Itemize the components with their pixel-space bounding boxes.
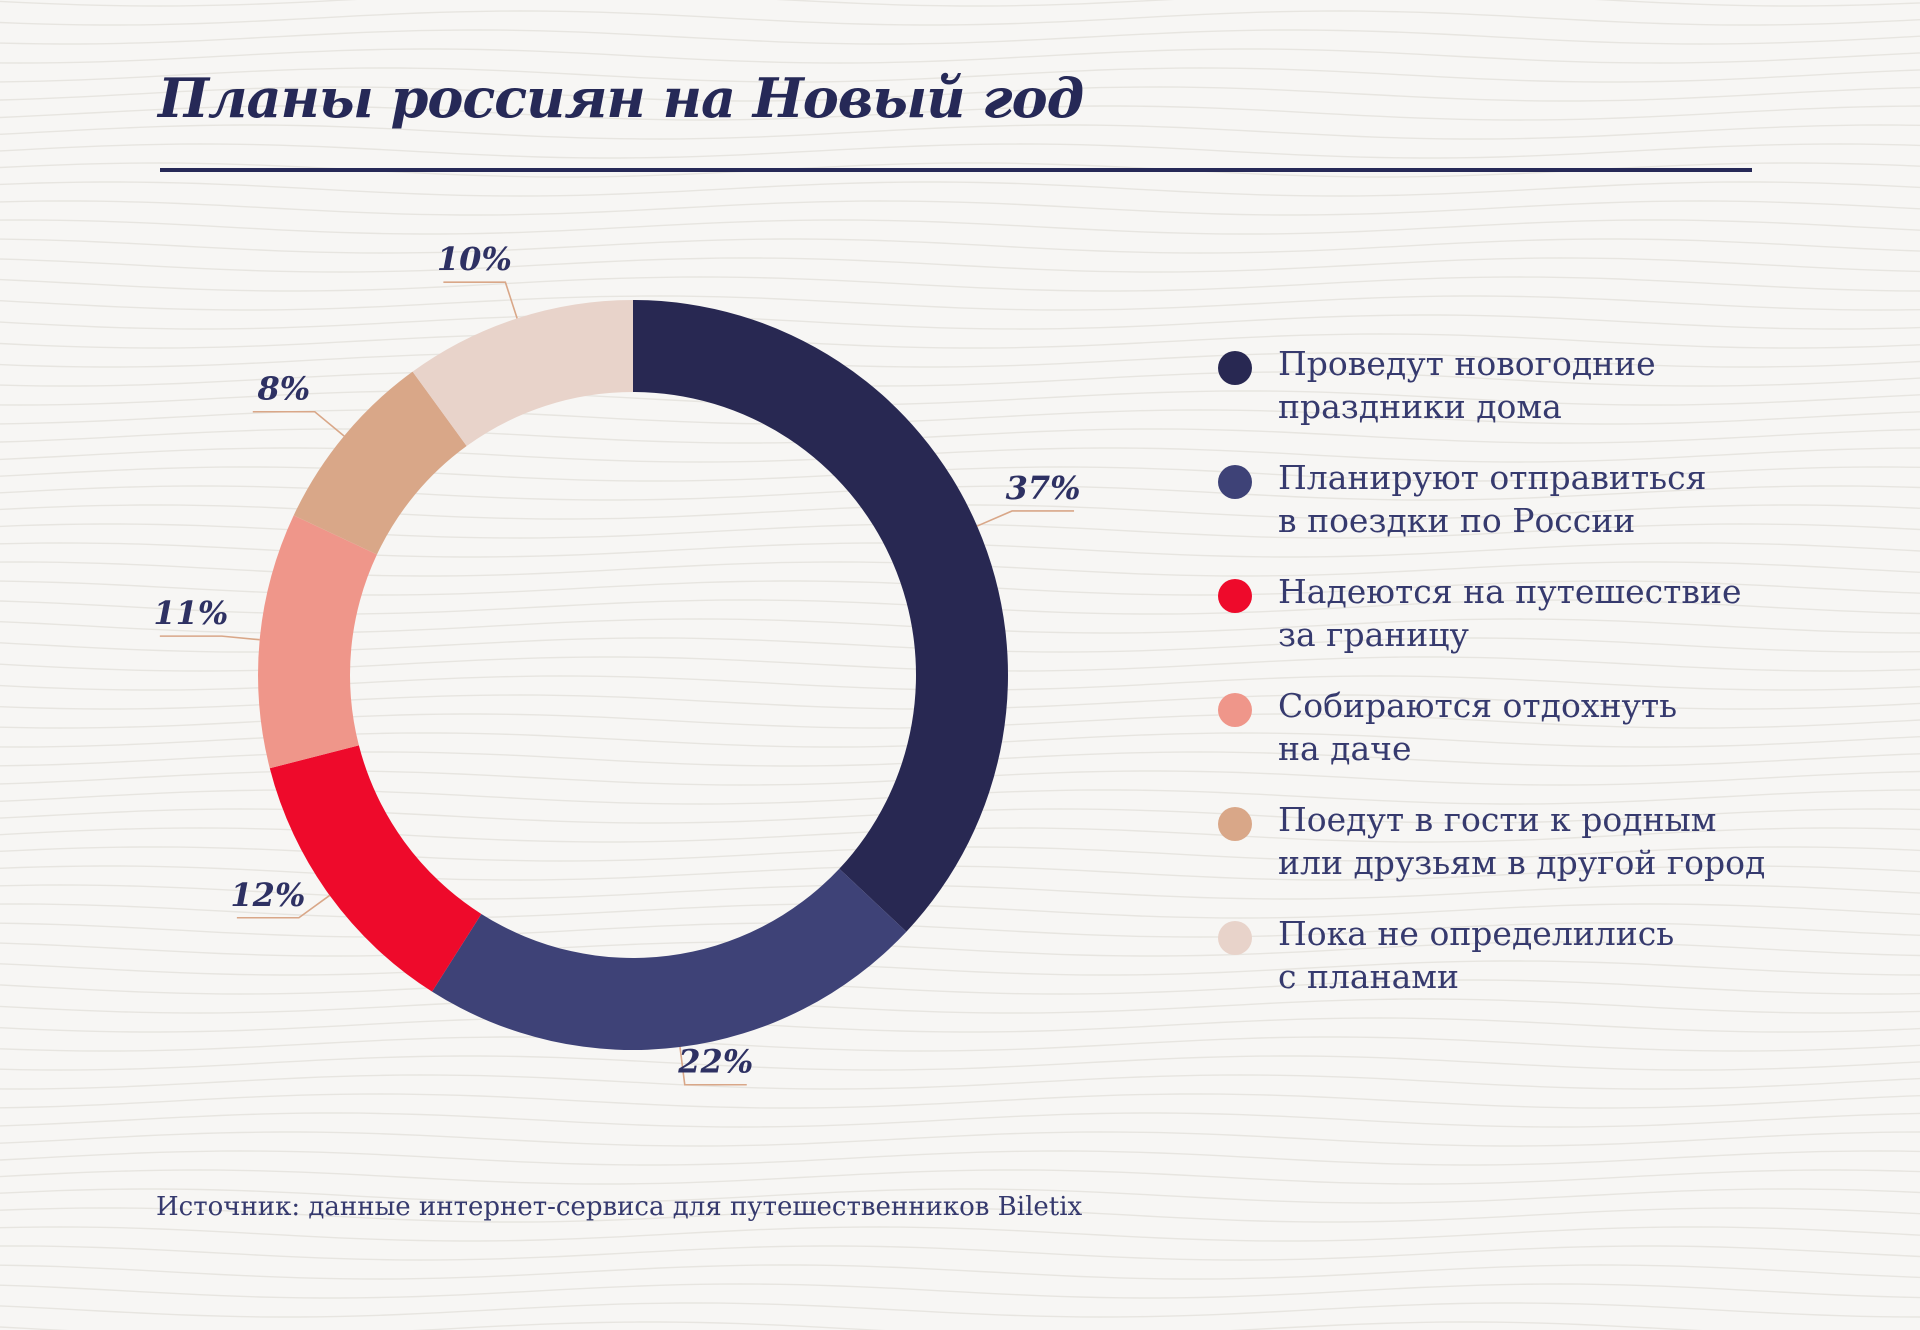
background-wave-line bbox=[0, 1283, 1920, 1299]
background-wave-line bbox=[0, 1093, 1920, 1109]
background-wave-line bbox=[0, 1321, 1703, 1330]
background-wave-line bbox=[0, 1245, 1920, 1261]
background-wave-line bbox=[0, 960, 1920, 976]
legend-swatch-icon bbox=[1218, 693, 1252, 727]
background-wave-line bbox=[0, 1188, 1920, 1204]
background-wave-line bbox=[0, 10, 1920, 26]
donut-slice bbox=[432, 868, 907, 1050]
background-wave-line bbox=[0, 466, 1920, 482]
background-wave-line bbox=[0, 0, 1920, 7]
background-wave-line bbox=[0, 333, 1920, 349]
background-wave-line bbox=[0, 105, 1920, 121]
slice-value-label: 11% bbox=[153, 594, 228, 632]
chart-legend: Проведут новогодние праздники дома Планиру… bbox=[1218, 342, 1778, 1026]
legend-item: Планируют отправиться в поездки по России bbox=[1218, 456, 1778, 570]
background-wave-line bbox=[0, 352, 1920, 368]
leader-line bbox=[443, 281, 518, 319]
background-wave-line bbox=[0, 1207, 1920, 1223]
background-wave-line bbox=[0, 200, 1920, 216]
background-wave-line bbox=[0, 1017, 1920, 1033]
background-wave-line bbox=[0, 238, 1920, 254]
legend-label: Надеются на путешествие bbox=[1278, 572, 1742, 611]
legend-label: Поедут в гости к родным bbox=[1278, 800, 1717, 839]
background-wave-line bbox=[0, 447, 1920, 463]
background-wave-line bbox=[0, 29, 1920, 45]
legend-item: Поедут в гости к родным или друзьям в дру… bbox=[1218, 798, 1778, 912]
background-wave-line bbox=[0, 67, 1920, 83]
legend-label: Собираются отдохнуть bbox=[1278, 686, 1678, 725]
legend-item: Пока не определились с планами bbox=[1218, 912, 1778, 1026]
legend-swatch-icon bbox=[1218, 807, 1252, 841]
background-wave-line bbox=[0, 48, 1920, 64]
legend-label: праздники дома bbox=[1278, 387, 1562, 426]
background-wave-line bbox=[0, 314, 1920, 330]
background-wave-line bbox=[0, 257, 1920, 273]
legend-label: Проведут новогодние bbox=[1278, 344, 1656, 383]
leader-line bbox=[236, 894, 331, 919]
background-wave-line bbox=[0, 428, 1920, 444]
background-wave-line bbox=[0, 276, 1920, 292]
slice-value-label: 8% bbox=[256, 370, 310, 408]
source-note: Источник: данные интернет-сервиса для пу… bbox=[156, 1192, 1083, 1222]
legend-label: в поездки по России bbox=[1278, 501, 1636, 540]
background-wave-line bbox=[0, 1112, 1920, 1128]
background-wave-line bbox=[0, 1036, 1920, 1052]
leader-line bbox=[252, 410, 345, 437]
background-wave-line bbox=[0, 390, 1920, 406]
donut-slice bbox=[258, 515, 377, 769]
background-wave-line bbox=[0, 1302, 1920, 1318]
background-wave-line bbox=[0, 922, 1920, 938]
background-wave-line bbox=[0, 86, 1920, 102]
background-wave-line bbox=[0, 979, 1920, 995]
background-wave-line bbox=[0, 1264, 1920, 1280]
background-wave-line bbox=[0, 941, 1920, 957]
donut-slice bbox=[293, 371, 467, 555]
background-wave-line bbox=[0, 998, 1920, 1014]
background-wave-line bbox=[0, 1169, 1920, 1185]
background-wave-line bbox=[0, 1055, 1920, 1071]
legend-label: Пока не определились bbox=[1278, 914, 1675, 953]
slice-value-label: 12% bbox=[230, 876, 305, 914]
background-wave-line bbox=[0, 1074, 1920, 1090]
legend-label: с планами bbox=[1278, 957, 1459, 996]
leader-line bbox=[976, 510, 1075, 527]
background-wave-line bbox=[0, 903, 1920, 919]
background-wave-line bbox=[0, 124, 1920, 140]
background-wave-line bbox=[0, 1150, 1920, 1166]
background-wave-line bbox=[0, 219, 1920, 235]
background-wave-line bbox=[0, 1131, 1920, 1147]
donut-slice bbox=[269, 745, 482, 992]
legend-label: за границу bbox=[1278, 615, 1469, 654]
background-wave-line bbox=[0, 181, 1920, 197]
slice-value-label: 37% bbox=[1006, 469, 1081, 507]
background-wave-line bbox=[0, 371, 1920, 387]
legend-label: или друзьям в другой город bbox=[1278, 843, 1766, 882]
donut-slice bbox=[412, 300, 633, 447]
legend-swatch-icon bbox=[1218, 465, 1252, 499]
slice-value-label: 10% bbox=[437, 240, 512, 278]
leader-line bbox=[159, 635, 260, 641]
background-wave-line bbox=[0, 409, 1920, 425]
legend-swatch-icon bbox=[1218, 921, 1252, 955]
legend-item: Собираются отдохнуть на даче bbox=[1218, 684, 1778, 798]
legend-item: Надеются на путешествие за границу bbox=[1218, 570, 1778, 684]
legend-label: Планируют отправиться bbox=[1278, 458, 1707, 497]
legend-item: Проведут новогодние праздники дома bbox=[1218, 342, 1778, 456]
background-wave-line bbox=[0, 1226, 1920, 1242]
title-divider bbox=[160, 168, 1752, 172]
donut-slice bbox=[633, 300, 1008, 932]
leader-line bbox=[679, 1046, 747, 1086]
background-wave-line bbox=[0, 143, 1920, 159]
background-wave-line bbox=[0, 295, 1920, 311]
background-wave-line bbox=[0, 884, 1920, 900]
legend-swatch-icon bbox=[1218, 579, 1252, 613]
slice-value-label: 22% bbox=[677, 1043, 753, 1081]
legend-swatch-icon bbox=[1218, 351, 1252, 385]
chart-title: Планы россиян на Новый год bbox=[158, 66, 1084, 130]
legend-label: на даче bbox=[1278, 729, 1412, 768]
